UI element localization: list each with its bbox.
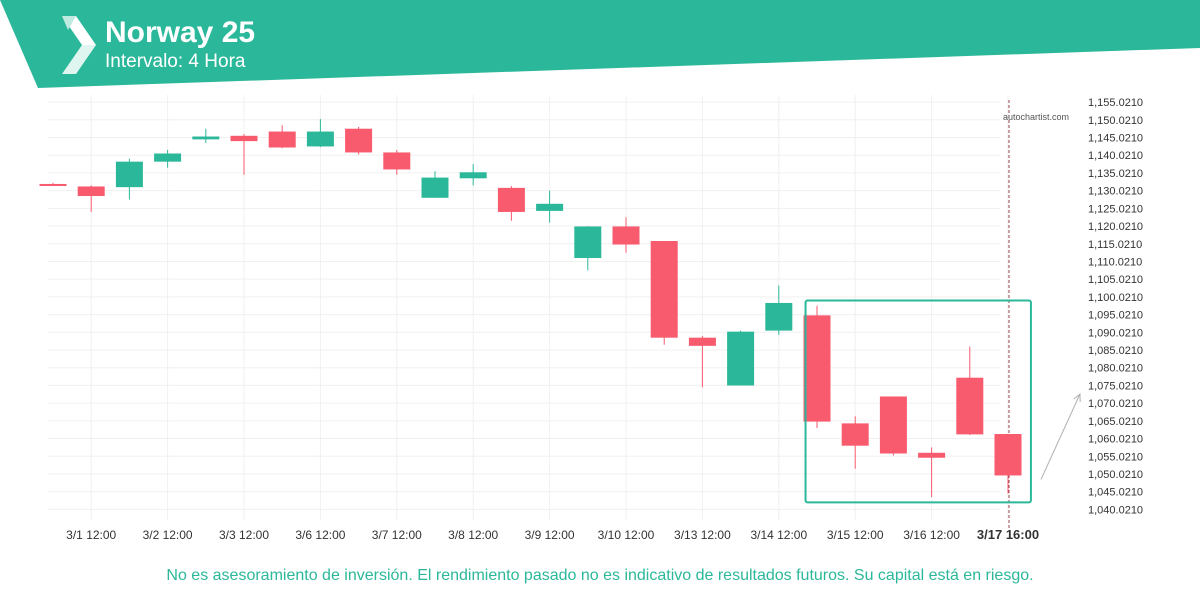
candle-up bbox=[306, 131, 334, 147]
x-tick-label: 3/10 12:00 bbox=[598, 528, 655, 542]
x-tick-label: 3/1 12:00 bbox=[66, 528, 116, 542]
interval-label: Intervalo: 4 Hora bbox=[105, 51, 246, 72]
candle-down bbox=[383, 152, 411, 170]
candlestick-chart: 1,155.0210 1,150.0210 1,145.0210 1,140.0210… bbox=[39, 95, 1143, 542]
x-tick-label: 3/6 12:00 bbox=[295, 528, 345, 542]
candle-down bbox=[956, 377, 984, 435]
y-tick-label: 1,155.0210 bbox=[1088, 97, 1143, 109]
y-tick-label: 1,085.0210 bbox=[1088, 345, 1143, 357]
candle-down bbox=[39, 183, 67, 186]
candle-down bbox=[345, 128, 373, 153]
candle-up bbox=[421, 177, 449, 198]
y-tick-label: 1,080.0210 bbox=[1088, 363, 1143, 375]
forecast-arrow bbox=[1040, 393, 1081, 480]
y-tick-label: 1,100.0210 bbox=[1088, 292, 1143, 304]
candle-down bbox=[803, 315, 831, 422]
y-tick-label: 1,060.0210 bbox=[1088, 434, 1143, 446]
candle-up bbox=[115, 161, 143, 188]
y-tick-label: 1,075.0210 bbox=[1088, 380, 1143, 392]
y-tick-label: 1,055.0210 bbox=[1088, 451, 1143, 463]
x-tick-label: 3/14 12:00 bbox=[750, 528, 807, 542]
x-tick-label: 3/9 12:00 bbox=[525, 528, 575, 542]
x-tick-label: 3/8 12:00 bbox=[448, 528, 498, 542]
y-tick-label: 1,065.0210 bbox=[1088, 416, 1143, 428]
candle-down bbox=[688, 337, 716, 346]
y-tick-label: 1,105.0210 bbox=[1088, 274, 1143, 286]
candle-down bbox=[650, 240, 678, 338]
header-banner bbox=[0, 0, 1200, 88]
x-tick-label: 3/13 12:00 bbox=[674, 528, 731, 542]
candle-down bbox=[879, 396, 907, 454]
pattern-box bbox=[804, 299, 1032, 504]
x-tick-label: 3/16 12:00 bbox=[903, 528, 960, 542]
disclaimer: No es asesoramiento de inversión. El ren… bbox=[166, 567, 1034, 584]
candle-down bbox=[994, 434, 1022, 476]
candle-down bbox=[230, 135, 258, 142]
page-title: Norway 25 bbox=[105, 16, 256, 49]
x-tick-label: 3/7 12:00 bbox=[372, 528, 422, 542]
y-tick-label: 1,115.0210 bbox=[1088, 239, 1142, 251]
y-tick-label: 1,135.0210 bbox=[1088, 168, 1143, 180]
forecast-arrow-head bbox=[1073, 392, 1081, 403]
y-tick-label: 1,110.0210 bbox=[1088, 256, 1142, 268]
candle-up bbox=[727, 331, 755, 386]
y-tick-label: 1,130.0210 bbox=[1088, 186, 1143, 198]
watermark: autochartist.com bbox=[1003, 112, 1069, 122]
y-tick-label: 1,125.0210 bbox=[1088, 203, 1143, 215]
x-tick-label: 3/15 12:00 bbox=[827, 528, 884, 542]
y-tick-label: 1,070.0210 bbox=[1088, 398, 1143, 410]
y-tick-label: 1,050.0210 bbox=[1088, 469, 1143, 481]
y-tick-label: 1,145.0210 bbox=[1088, 133, 1143, 145]
y-tick-label: 1,040.0210 bbox=[1088, 504, 1143, 516]
x-tick-label: 3/3 12:00 bbox=[219, 528, 269, 542]
candle-up bbox=[459, 172, 487, 179]
candle-down bbox=[918, 452, 946, 458]
candle-down bbox=[612, 226, 640, 245]
y-tick-label: 1,140.0210 bbox=[1088, 150, 1143, 162]
y-tick-label: 1,045.0210 bbox=[1088, 487, 1143, 499]
y-tick-label: 1,120.0210 bbox=[1088, 221, 1143, 233]
y-tick-label: 1,090.0210 bbox=[1088, 327, 1143, 339]
y-tick-label: 1,150.0210 bbox=[1088, 115, 1143, 127]
candle-up bbox=[574, 226, 602, 258]
candle-up bbox=[536, 203, 564, 211]
candle-up bbox=[192, 136, 220, 140]
candle-down bbox=[841, 423, 869, 446]
candle-up bbox=[765, 302, 793, 331]
candle-down bbox=[77, 186, 105, 197]
y-tick-label: 1,095.0210 bbox=[1088, 310, 1143, 322]
candle-up bbox=[154, 153, 182, 162]
x-tick-label: 3/2 12:00 bbox=[143, 528, 193, 542]
x-tick-label: 3/17 16:00 bbox=[977, 527, 1039, 542]
logo-icon bbox=[62, 16, 96, 74]
banner-shape bbox=[0, 0, 1200, 88]
candle-down bbox=[268, 131, 296, 148]
candle-down bbox=[497, 187, 525, 212]
